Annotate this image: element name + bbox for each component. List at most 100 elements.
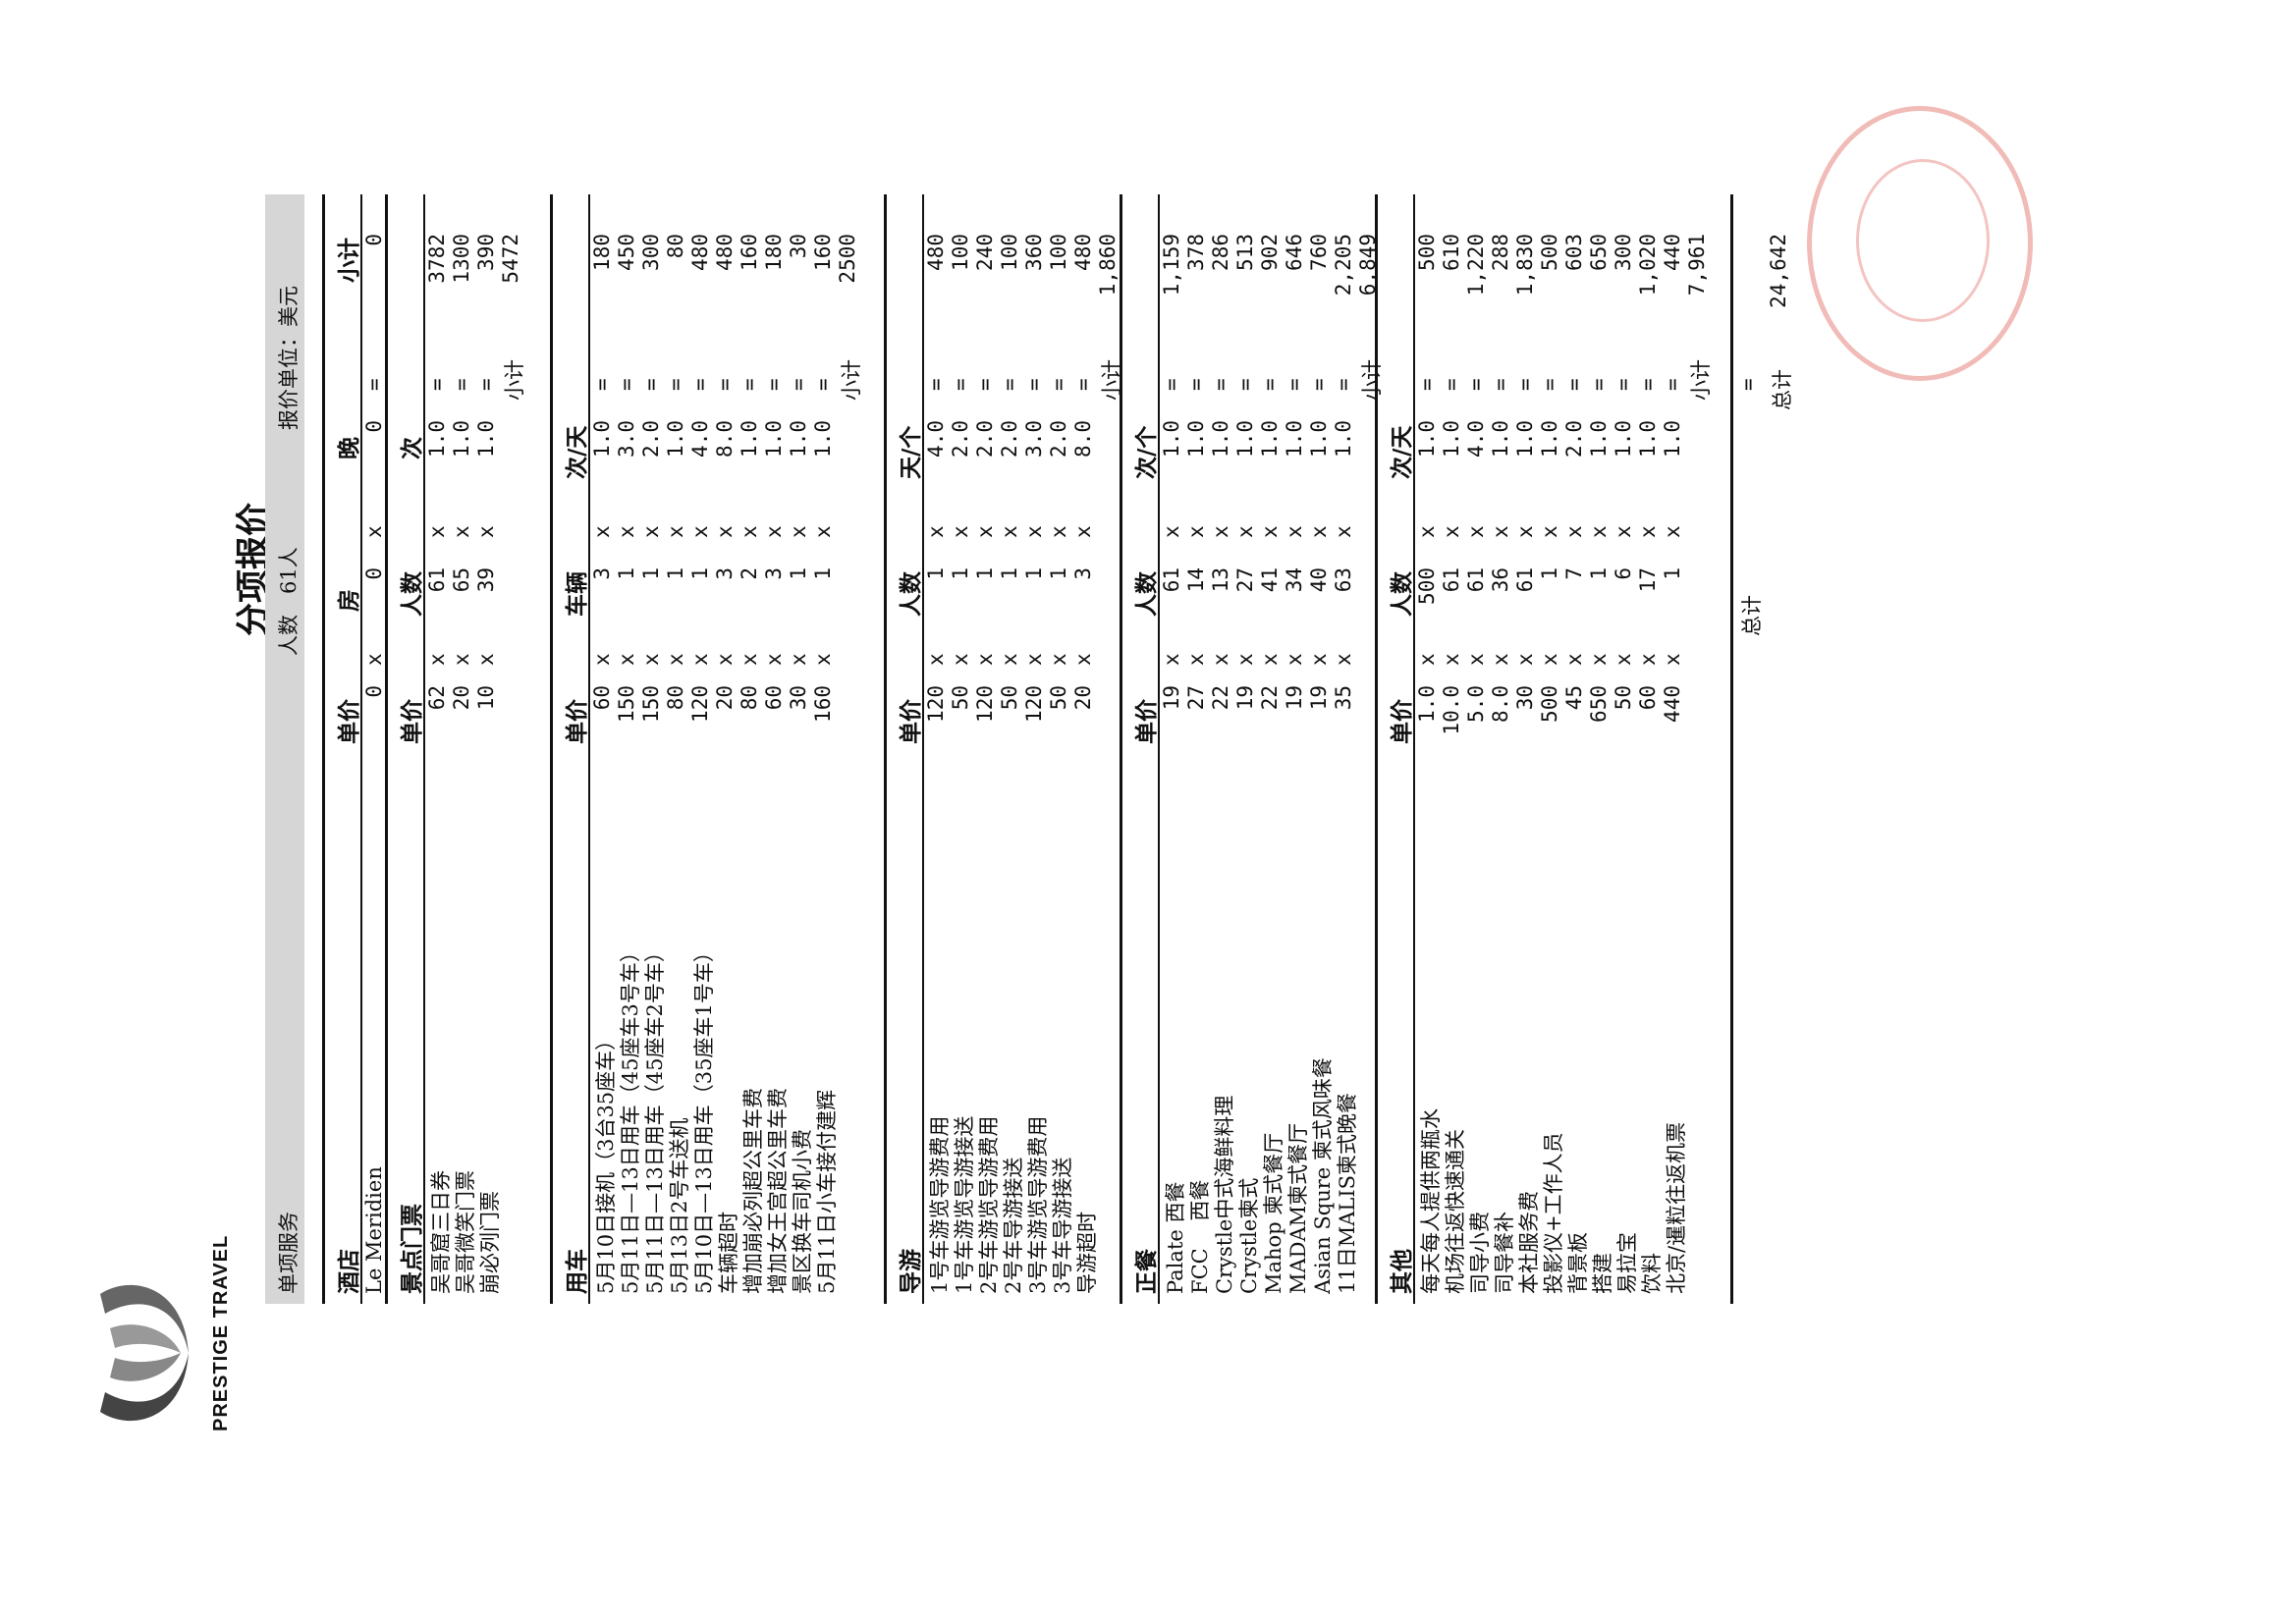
- brand: PRESTIGE TRAVEL: [90, 1225, 233, 1431]
- times-sign: x: [924, 525, 948, 538]
- equals-sign: =: [1636, 378, 1660, 391]
- item-qty: 40: [1307, 567, 1331, 593]
- item-dur: 1.0: [1258, 420, 1282, 458]
- header-price: 单价: [898, 699, 924, 744]
- item-price: 27: [1184, 685, 1208, 711]
- table-row: 导游超时 20 x 3 x 8.0 = 480: [1071, 194, 1099, 1304]
- equals-sign: =: [1464, 378, 1488, 391]
- times-sign: x: [1661, 653, 1684, 666]
- item-total: 760: [1307, 234, 1331, 271]
- table-row: 司导餐补 8.0 x 36 x 1.0 = 288: [1489, 194, 1516, 1304]
- item-price: 35: [1332, 685, 1355, 711]
- times-sign: x: [762, 525, 786, 538]
- times-sign: x: [762, 653, 786, 666]
- item-dur: 1.0: [1636, 420, 1660, 458]
- item-dur: 4.0: [1464, 420, 1488, 458]
- item-qty: 61: [1440, 567, 1463, 593]
- item-qty: 61: [1513, 567, 1537, 593]
- times-sign: x: [1022, 525, 1046, 538]
- item-total: 378: [1184, 234, 1208, 271]
- item-dur: 1.0: [787, 420, 810, 458]
- item-price: 30: [1513, 685, 1537, 711]
- item-dur: 8.0: [713, 420, 737, 458]
- item-total: 160: [811, 234, 835, 271]
- item-price: 80: [664, 685, 687, 711]
- times-sign: x: [787, 525, 810, 538]
- item-total: 480: [713, 234, 737, 271]
- item-dur: 1.0: [738, 420, 761, 458]
- item-dur: 4.0: [924, 420, 948, 458]
- item-total: 1,830: [1513, 234, 1537, 297]
- prestige-logo-icon: [100, 1284, 189, 1422]
- table-row: 2号车游览导游费用 120 x 1 x 2.0 = 240: [973, 194, 1001, 1304]
- item-price: 30: [787, 685, 810, 711]
- table-row: 车辆超时 20 x 3 x 8.0 = 480: [713, 194, 740, 1304]
- section-header: 用车 单价 车辆 次/天: [550, 194, 590, 1304]
- item-qty: 1: [998, 567, 1021, 580]
- item-price: 120: [973, 685, 997, 723]
- equals-sign: =: [688, 378, 712, 391]
- equals-sign: =: [1440, 378, 1463, 391]
- item-dur: 1.0: [811, 420, 835, 458]
- table-row: 崩必列门票 10 x 39 x 1.0 = 390: [474, 194, 502, 1304]
- table-row: 饮料 60 x 17 x 1.0 = 1,020: [1636, 194, 1664, 1304]
- item-qty: 39: [474, 567, 498, 593]
- grand-total-value: 24,642: [1767, 234, 1790, 308]
- item-qty: 27: [1233, 567, 1257, 593]
- times-sign: x: [1209, 653, 1232, 666]
- grand-total-row: 总计 =: [1730, 194, 1764, 1304]
- times-sign: x: [1258, 653, 1282, 666]
- times-sign: x: [1440, 653, 1463, 666]
- item-price: 45: [1562, 685, 1586, 711]
- times-sign: x: [713, 653, 737, 666]
- item-qty: 1: [639, 567, 663, 580]
- item-qty: 61: [425, 567, 449, 593]
- item-qty: 1: [787, 567, 810, 580]
- table-row: Mahop 柬式餐厅 22 x 41 x 1.0 = 902: [1258, 194, 1285, 1304]
- guides-section: 导游 单价 人数 天/个 1号车游览导游费用 120 x 1 x 4.0 = 480 1号车游…: [884, 194, 1123, 1304]
- times-sign: x: [1661, 525, 1684, 538]
- item-dur: 2.0: [1047, 420, 1070, 458]
- item-price: 120: [924, 685, 948, 723]
- table-row: 每天每人提供两瓶水 1.0 x 500 x 1.0 = 500: [1415, 194, 1443, 1304]
- header-qty: 人数: [1133, 571, 1160, 617]
- item-qty: 3: [1071, 567, 1095, 580]
- subtotal-value: 7,961: [1685, 234, 1709, 297]
- item-total: 902: [1258, 234, 1282, 271]
- equals-sign: =: [1307, 378, 1331, 391]
- item-qty: 61: [1160, 567, 1183, 593]
- header-name: 用车: [564, 1249, 590, 1294]
- table-row: 1号车游览导游接送 50 x 1 x 2.0 = 100: [949, 194, 976, 1304]
- item-price: 60: [590, 685, 614, 711]
- item-dur: 2.0: [998, 420, 1021, 458]
- table-row: Crystle柬式 19 x 27 x 1.0 = 513: [1233, 194, 1261, 1304]
- table-row: 2号车导游接送 50 x 1 x 2.0 = 100: [998, 194, 1025, 1304]
- item-price: 20: [1071, 685, 1095, 711]
- item-total: 450: [615, 234, 638, 271]
- table-row: 搭建 650 x 1 x 1.0 = 650: [1587, 194, 1614, 1304]
- times-sign: x: [615, 653, 638, 666]
- times-sign: x: [1612, 653, 1635, 666]
- item-qty: 34: [1283, 567, 1306, 593]
- subtotal-label: 小计: [1689, 359, 1713, 401]
- times-sign: x: [738, 525, 761, 538]
- item-price: 19: [1307, 685, 1331, 711]
- item-dur: 1.0: [1538, 420, 1561, 458]
- people-count: 人数 61人: [277, 547, 301, 656]
- item-price: 19: [1283, 685, 1306, 711]
- item-qty: 0: [362, 567, 386, 580]
- equals-sign: =: [362, 378, 386, 391]
- equals-sign: =: [590, 378, 614, 391]
- item-dur: 3.0: [615, 420, 638, 458]
- times-sign: x: [1209, 525, 1232, 538]
- item-total: 1,020: [1636, 234, 1660, 297]
- item-dur: 1.0: [1184, 420, 1208, 458]
- item-dur: 1.0: [1415, 420, 1439, 458]
- item-price: 1.0: [1415, 685, 1439, 723]
- table-row: 5月11日—13日用车（45座车2号车） 150 x 1 x 2.0 = 300: [639, 194, 667, 1304]
- times-sign: x: [1489, 653, 1512, 666]
- item-price: 120: [688, 685, 712, 723]
- times-sign: x: [1233, 653, 1257, 666]
- item-qty: 1: [1538, 567, 1561, 580]
- times-sign: x: [1307, 653, 1331, 666]
